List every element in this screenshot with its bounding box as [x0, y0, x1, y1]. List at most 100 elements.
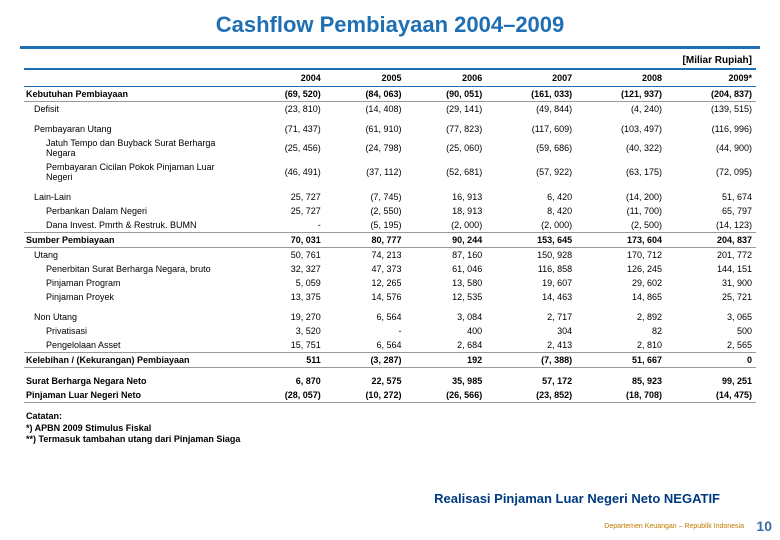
row-label: Kebutuhan Pembiayaan — [24, 87, 244, 102]
cell: 3, 520 — [244, 324, 325, 338]
cell: 116, 858 — [486, 262, 576, 276]
table-row: Non Utang19, 2706, 5643, 0842, 7172, 892… — [24, 310, 756, 324]
cell: 511 — [244, 353, 325, 368]
cell: 6, 420 — [486, 190, 576, 204]
cell: (117, 609) — [486, 122, 576, 136]
cell: 2, 892 — [576, 310, 666, 324]
cell: 32, 327 — [244, 262, 325, 276]
table-row: Kebutuhan Pembiayaan(69, 520)(84, 063)(9… — [24, 87, 756, 102]
row-label: Pinjaman Program — [24, 276, 244, 290]
cell: 3, 084 — [405, 310, 486, 324]
table-row: Lain-Lain25, 727(7, 745)16, 9136, 420(14… — [24, 190, 756, 204]
cell: 47, 373 — [325, 262, 406, 276]
cell: (90, 051) — [405, 87, 486, 102]
cell: 90, 244 — [405, 233, 486, 248]
cell: 126, 245 — [576, 262, 666, 276]
cell: 74, 213 — [325, 248, 406, 263]
cell: (2, 000) — [486, 218, 576, 233]
row-label: Penerbitan Surat Berharga Negara, bruto — [24, 262, 244, 276]
cashflow-table: 200420052006200720082009* Kebutuhan Pemb… — [24, 68, 756, 403]
cell: (26, 566) — [405, 388, 486, 403]
row-label: Pembayaran Cicilan Pokok Pinjaman Luar N… — [24, 160, 244, 184]
cell: 51, 667 — [576, 353, 666, 368]
footnote-line: Catatan: — [26, 411, 780, 423]
cell: (7, 388) — [486, 353, 576, 368]
cell: (14, 475) — [666, 388, 756, 403]
cell: (49, 844) — [486, 102, 576, 117]
cell: 25, 721 — [666, 290, 756, 304]
table-row: Pinjaman Luar Negeri Neto(28, 057)(10, 2… — [24, 388, 756, 403]
cell: (204, 837) — [666, 87, 756, 102]
table-body: Kebutuhan Pembiayaan(69, 520)(84, 063)(9… — [24, 87, 756, 403]
cell: (23, 810) — [244, 102, 325, 117]
cell: (61, 910) — [325, 122, 406, 136]
cell: 8, 420 — [486, 204, 576, 218]
cell: 35, 985 — [405, 374, 486, 388]
cell: 99, 251 — [666, 374, 756, 388]
footer-text: Departemen Keuangan – Republik Indonesia — [604, 523, 744, 530]
table-row: Dana Invest. Pmrth & Restruk. BUMN-(5, 1… — [24, 218, 756, 233]
cell: 2, 565 — [666, 338, 756, 353]
cell: (2, 000) — [405, 218, 486, 233]
row-label: Pinjaman Proyek — [24, 290, 244, 304]
cell: 25, 727 — [244, 190, 325, 204]
cell: 0 — [666, 353, 756, 368]
cell: 3, 065 — [666, 310, 756, 324]
row-label: Sumber Pembiayaan — [24, 233, 244, 248]
cell: 85, 923 — [576, 374, 666, 388]
row-label: Utang — [24, 248, 244, 263]
cell: (84, 063) — [325, 87, 406, 102]
cell: 51, 674 — [666, 190, 756, 204]
title-rule — [20, 46, 760, 49]
row-label: Defisit — [24, 102, 244, 117]
cell: 22, 575 — [325, 374, 406, 388]
page-number: 10 — [756, 518, 772, 534]
cell: 14, 576 — [325, 290, 406, 304]
col-header-2005: 2005 — [325, 69, 406, 87]
cell: 82 — [576, 324, 666, 338]
unit-label: [Miliar Rupiah] — [0, 51, 780, 68]
table-row: Kelebihan / (Kekurangan) Pembiayaan511(3… — [24, 353, 756, 368]
col-header-2009*: 2009* — [666, 69, 756, 87]
cell: (7, 745) — [325, 190, 406, 204]
cell: (14, 123) — [666, 218, 756, 233]
cell: 170, 712 — [576, 248, 666, 263]
cell: 57, 172 — [486, 374, 576, 388]
cell: 173, 604 — [576, 233, 666, 248]
table-row: Jatuh Tempo dan Buyback Surat Berharga N… — [24, 136, 756, 160]
cell: 61, 046 — [405, 262, 486, 276]
cell: 150, 928 — [486, 248, 576, 263]
cell: 12, 265 — [325, 276, 406, 290]
row-label: Jatuh Tempo dan Buyback Surat Berharga N… — [24, 136, 244, 160]
cell: 2, 717 — [486, 310, 576, 324]
cell: (161, 033) — [486, 87, 576, 102]
cell: 153, 645 — [486, 233, 576, 248]
cell: 144, 151 — [666, 262, 756, 276]
cell: (63, 175) — [576, 160, 666, 184]
cell: (10, 272) — [325, 388, 406, 403]
cell: 16, 913 — [405, 190, 486, 204]
table-row: Perbankan Dalam Negeri25, 727(2, 550)18,… — [24, 204, 756, 218]
cell: 15, 751 — [244, 338, 325, 353]
footnote-line: *) APBN 2009 Stimulus Fiskal — [26, 423, 780, 435]
cell: (72, 095) — [666, 160, 756, 184]
cell: (71, 437) — [244, 122, 325, 136]
cell: 500 — [666, 324, 756, 338]
cell: 12, 535 — [405, 290, 486, 304]
cell: 6, 870 — [244, 374, 325, 388]
cell: 80, 777 — [325, 233, 406, 248]
cell: (44, 900) — [666, 136, 756, 160]
table-row: Sumber Pembiayaan70, 03180, 77790, 24415… — [24, 233, 756, 248]
row-label: Pembayaran Utang — [24, 122, 244, 136]
table-row: Utang50, 76174, 21387, 160150, 928170, 7… — [24, 248, 756, 263]
page-title: Cashflow Pembiayaan 2004–2009 — [0, 0, 780, 46]
col-header-label — [24, 69, 244, 87]
table-row: Penerbitan Surat Berharga Negara, bruto3… — [24, 262, 756, 276]
realization-note: Realisasi Pinjaman Luar Negeri Neto NEGA… — [434, 491, 720, 506]
row-label: Pinjaman Luar Negeri Neto — [24, 388, 244, 403]
cell: 14, 865 — [576, 290, 666, 304]
cell: 2, 684 — [405, 338, 486, 353]
table-row: Defisit(23, 810)(14, 408)(29, 141)(49, 8… — [24, 102, 756, 117]
cell: 5, 059 — [244, 276, 325, 290]
cell: (4, 240) — [576, 102, 666, 117]
